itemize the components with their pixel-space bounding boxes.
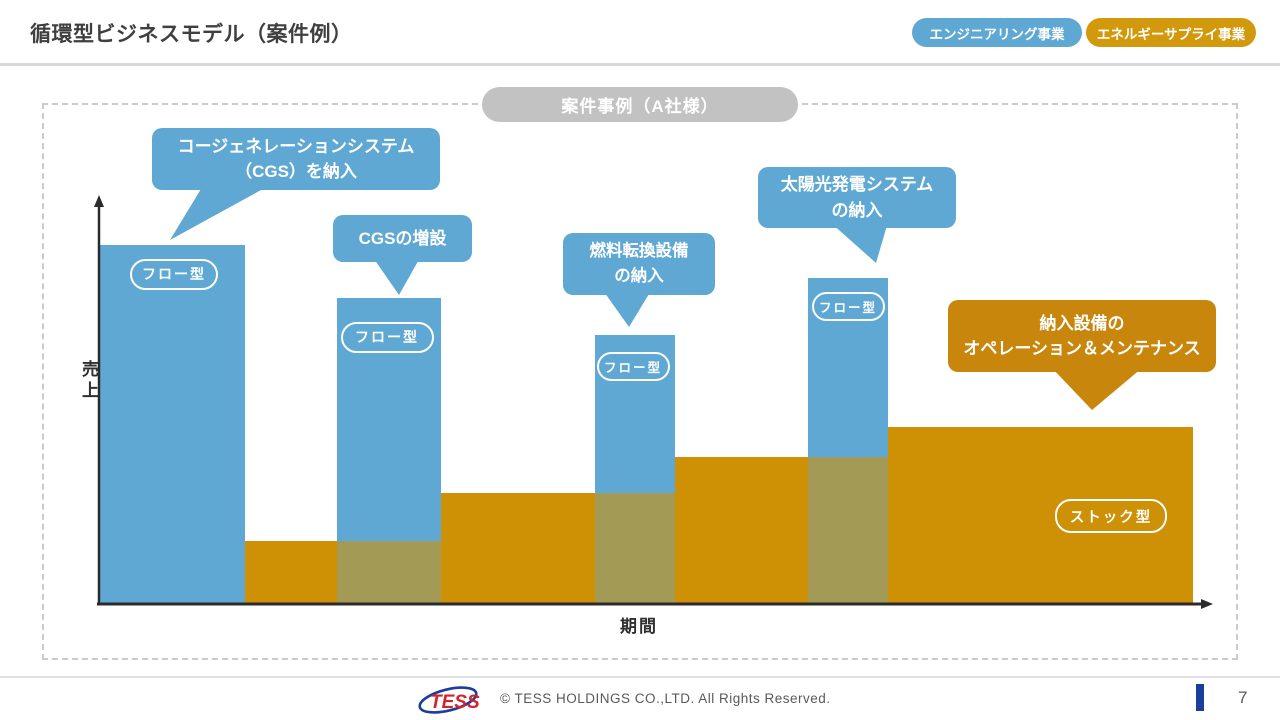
tess-logo-text: TESS xyxy=(430,692,480,713)
callout-tail xyxy=(830,222,888,263)
x-axis-label: 期間 xyxy=(620,617,658,636)
y-axis-label: 売上 xyxy=(79,360,98,402)
flow-type-pill: フロー型 xyxy=(130,258,218,290)
footer-divider xyxy=(0,676,1280,678)
stock-type-pill: ストック型 xyxy=(1055,499,1167,533)
flow-type-pill: フロー型 xyxy=(340,321,434,353)
callout-tail xyxy=(170,184,272,240)
copyright-text: © TESS HOLDINGS CO.,LTD. All Rights Rese… xyxy=(500,691,831,706)
callout-text-line: （CGS）を納入 xyxy=(235,162,357,181)
stock-area-segment xyxy=(888,427,1193,604)
callout-text-line: 燃料転換設備 xyxy=(589,242,689,261)
callout-text-line: コージェネレーションシステム xyxy=(177,136,415,156)
event-callout: CGSの増設 xyxy=(333,215,472,262)
callout-text-line: オペレーション＆メンテナンス xyxy=(963,339,1201,358)
flow-type-pill: フロー型 xyxy=(596,351,670,381)
header-divider xyxy=(0,63,1280,66)
tess-logo-swoosh xyxy=(418,686,478,714)
page-title: 循環型ビジネスモデル（案件例） xyxy=(30,23,353,46)
callout-text-line: の納入 xyxy=(614,267,664,285)
event-callout: コージェネレーションシステム （CGS）を納入 xyxy=(152,128,440,190)
page-number: 7 xyxy=(1238,688,1248,707)
callout-text-line: CGSの増設 xyxy=(358,228,447,248)
badge-engineering-business: エンジニアリング事業 xyxy=(912,18,1082,47)
x-axis-arrow-icon xyxy=(1201,599,1213,609)
flow-bar xyxy=(100,245,245,604)
y-axis-arrow-icon xyxy=(94,195,104,207)
callout-tail xyxy=(1052,368,1142,410)
badge-energy-supply-business: エネルギーサプライ事業 xyxy=(1086,18,1256,47)
callout-text-line: 納入設備の xyxy=(1039,313,1125,333)
event-callout: 燃料転換設備 の納入 xyxy=(563,233,715,295)
event-callout: 太陽光発電システム の納入 xyxy=(758,167,956,228)
callout-text-line: 太陽光発電システム xyxy=(780,175,934,194)
callout-text-line: の納入 xyxy=(831,200,883,220)
event-callout: 納入設備のオペレーション＆メンテナンス xyxy=(948,300,1216,372)
page-number-accent-bar xyxy=(1196,684,1204,711)
flow-stock-overlap xyxy=(595,493,675,604)
flow-stock-overlap xyxy=(808,457,888,604)
flow-stock-overlap xyxy=(337,541,441,604)
section-banner: 案件事例（A社様） xyxy=(482,87,798,122)
flow-type-pill: フロー型 xyxy=(811,291,885,321)
tess-logo: TESS xyxy=(418,686,480,714)
